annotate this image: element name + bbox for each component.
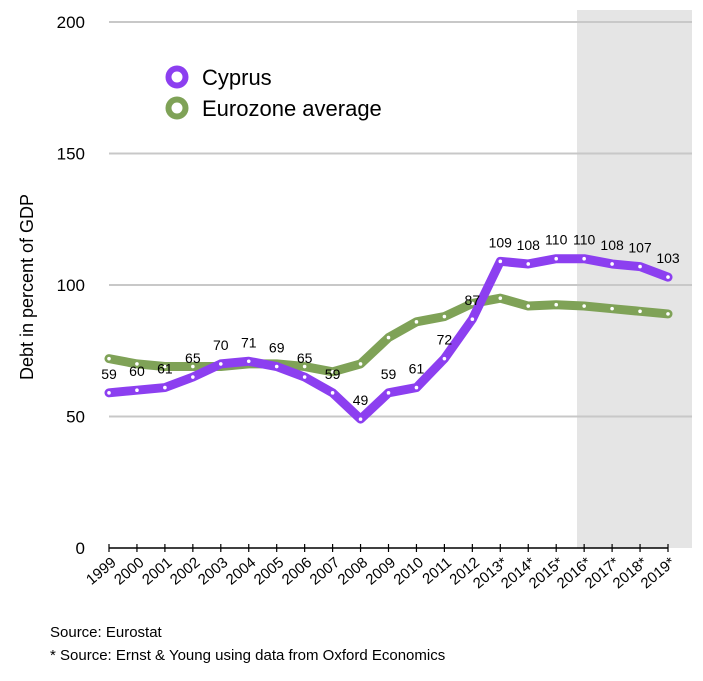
point-eurozone-2000 [135, 362, 139, 366]
point-cyprus-2019* [666, 275, 670, 279]
data-label-cyprus-2016*: 110 [573, 232, 596, 248]
x-tick-2010: 2010 [391, 554, 427, 588]
point-cyprus-2015* [554, 256, 558, 261]
x-tick-2008: 2008 [335, 554, 371, 588]
point-eurozone-2010 [414, 320, 419, 324]
point-cyprus-2018* [638, 264, 642, 269]
data-label-cyprus-2006: 65 [297, 350, 313, 366]
point-cyprus-2005 [274, 364, 279, 369]
x-tick-2001: 2001 [139, 554, 175, 588]
point-cyprus-2003 [219, 362, 223, 366]
y-tick-200: 200 [57, 13, 85, 32]
data-label-cyprus-2005: 69 [269, 340, 285, 356]
x-tick-2011: 2011 [419, 554, 455, 588]
series-lines [104, 254, 673, 424]
point-cyprus-2004 [246, 359, 251, 364]
point-eurozone-2002 [191, 364, 195, 369]
x-tick-2009: 2009 [363, 554, 399, 588]
data-label-cyprus-2010: 61 [409, 361, 425, 377]
y-tick-100: 100 [57, 276, 85, 295]
point-eurozone-1999 [107, 356, 111, 361]
data-label-cyprus-2003: 70 [213, 337, 229, 353]
x-tick-labels: 1999200020012002200320042005200620072008… [83, 554, 679, 592]
point-eurozone-2013* [498, 296, 503, 300]
x-tick-2007: 2007 [307, 554, 343, 588]
data-label-cyprus-2004: 71 [241, 334, 257, 350]
point-cyprus-2009 [386, 391, 391, 395]
data-label-cyprus-2015*: 110 [545, 232, 568, 248]
x-tick-1999: 1999 [83, 554, 119, 588]
gridlines [109, 21, 692, 418]
data-label-cyprus-2018*: 107 [628, 240, 652, 256]
point-eurozone-2007 [330, 369, 335, 374]
data-label-cyprus-2009: 59 [381, 366, 397, 382]
point-cyprus-1999 [107, 391, 111, 395]
data-label-cyprus-2007: 59 [325, 366, 341, 382]
y-axis-title: Debt in percent of GDP [17, 194, 37, 380]
point-eurozone-2006 [302, 364, 307, 369]
point-cyprus-2017* [610, 262, 614, 266]
legend-marker-eurozone [165, 96, 189, 120]
point-cyprus-2001 [163, 385, 167, 390]
y-tick-0: 0 [76, 539, 85, 558]
data-label-cyprus-2008: 49 [353, 392, 369, 408]
data-label-cyprus-2000: 60 [129, 363, 145, 379]
point-cyprus-2008 [358, 417, 363, 421]
point-eurozone-2012 [470, 301, 475, 306]
legend: Cyprus Eurozone average [165, 65, 382, 121]
x-axis [108, 544, 669, 552]
legend-label-eurozone: Eurozone average [202, 96, 382, 121]
data-label-cyprus-2001: 61 [157, 361, 173, 377]
point-eurozone-2017* [610, 306, 614, 311]
data-label-cyprus-2002: 65 [185, 350, 201, 366]
point-cyprus-2013* [498, 259, 503, 264]
point-cyprus-2002 [191, 375, 195, 379]
x-tick-2002: 2002 [167, 554, 203, 588]
point-cyprus-2016* [582, 256, 586, 261]
point-eurozone-2015* [554, 302, 558, 307]
y-tick-50: 50 [66, 408, 85, 427]
source-note-ernst-young: * Source: Ernst & Young using data from … [50, 647, 446, 664]
point-eurozone-2011 [442, 314, 447, 319]
data-label-cyprus-2014*: 108 [517, 237, 541, 253]
data-label-cyprus-2011: 72 [437, 332, 453, 348]
point-cyprus-2010 [414, 385, 419, 390]
x-tick-2000: 2000 [111, 554, 147, 588]
x-tick-2004: 2004 [223, 554, 259, 588]
point-eurozone-2018* [638, 309, 642, 314]
point-cyprus-2011 [442, 356, 447, 361]
x-tick-2005: 2005 [251, 554, 287, 588]
data-label-cyprus-2013*: 109 [489, 234, 513, 250]
point-cyprus-2014* [526, 262, 531, 266]
point-eurozone-2008 [358, 362, 363, 366]
x-tick-2006: 2006 [279, 554, 315, 588]
point-cyprus-2000 [135, 388, 139, 393]
y-tick-labels: 0 50 100 150 200 [57, 13, 85, 558]
point-eurozone-2016* [582, 304, 586, 308]
legend-label-cyprus: Cyprus [202, 65, 272, 90]
point-eurozone-2001 [163, 364, 167, 369]
x-tick-2003: 2003 [195, 554, 231, 588]
point-eurozone-2019* [666, 312, 670, 316]
point-cyprus-2007 [330, 391, 335, 395]
legend-marker-cyprus [165, 65, 189, 89]
forecast-shading [577, 10, 692, 548]
data-label-cyprus-2017*: 108 [600, 237, 624, 253]
y-tick-150: 150 [57, 145, 85, 164]
data-label-cyprus-2019*: 103 [656, 250, 680, 266]
data-label-cyprus-1999: 59 [101, 366, 117, 382]
data-label-cyprus-2012: 87 [465, 292, 481, 308]
point-eurozone-2009 [386, 335, 391, 340]
point-cyprus-2012 [470, 317, 475, 321]
source-note-eurostat: Source: Eurostat [50, 624, 162, 641]
point-eurozone-2014* [526, 304, 531, 308]
point-cyprus-2006 [302, 375, 307, 379]
